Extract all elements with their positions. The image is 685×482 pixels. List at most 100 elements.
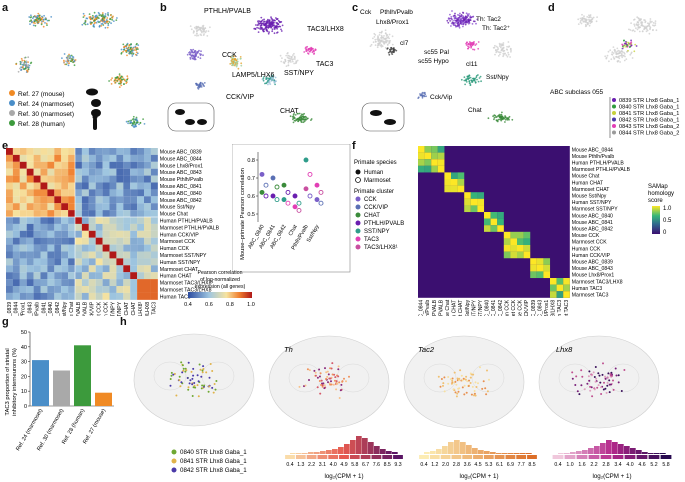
bar	[32, 360, 49, 406]
umap-bg-point	[616, 60, 619, 62]
heatmap-e-cell	[144, 265, 151, 273]
heatmap-f-cell	[517, 251, 524, 259]
heatmap-e-cell	[150, 168, 158, 176]
panel-c-umap: Cck Pthlh/Pvalb Lhx8/Prox1 Th: Tac2 Th: …	[360, 9, 514, 132]
legend-d-dot	[612, 124, 616, 128]
umap-point	[21, 66, 24, 69]
umap-point-chat	[487, 117, 490, 120]
heatmap-e-cell	[61, 175, 69, 183]
umap-bg-point	[615, 51, 618, 54]
hist-tick-label: 4.0	[626, 462, 633, 468]
legend-cluster-dot	[355, 220, 361, 226]
spatial-cell	[574, 384, 577, 386]
heatmap-f-cell	[457, 172, 465, 180]
umap-point	[138, 123, 140, 126]
heatmap-e-cell	[150, 258, 158, 266]
umap-point-pthlh	[451, 21, 454, 24]
spatial-cell	[330, 367, 333, 370]
heatmap-e-cell	[26, 175, 34, 183]
heatmap-e-cell	[47, 210, 55, 218]
spatial-cell	[185, 369, 188, 372]
heatmap-e-cell	[26, 189, 34, 197]
label-cck-vip: CCK/VIP	[226, 94, 254, 101]
umap-point	[30, 14, 32, 17]
hist-bar	[472, 448, 478, 454]
umap-point	[104, 15, 106, 17]
heatmap-e-cell	[102, 196, 110, 204]
umap-bg-point	[377, 37, 379, 40]
umap-bg-point	[588, 16, 591, 19]
heatmap-f-cell	[510, 245, 518, 252]
spatial-cell	[191, 395, 194, 397]
hist-tick-label: 4.6	[638, 462, 645, 468]
spatial-cell	[172, 373, 175, 376]
heatmap-e-cell	[81, 210, 89, 218]
heatmap-e-cell	[47, 230, 55, 238]
umap-bg-point	[284, 58, 286, 61]
heatmap-e-cell	[61, 292, 69, 300]
heatmap-e-cell	[33, 223, 41, 231]
scatter-point	[274, 197, 280, 203]
heatmap-e-row-label: Mouse ABC_0839	[160, 150, 202, 156]
colorbar-e-title-2: of log-normalized	[200, 277, 240, 283]
umap-point-sst	[273, 79, 276, 82]
heatmap-e-cell	[88, 230, 96, 238]
heatmap-e-cell	[109, 148, 117, 155]
hist-bar	[496, 453, 502, 454]
umap-bg-point	[652, 22, 655, 24]
spatial-cell	[583, 388, 586, 391]
umap-point	[117, 77, 119, 80]
umap-bg-point	[582, 17, 585, 20]
umap-point-pthlh	[273, 28, 276, 30]
umap-bg-point	[621, 56, 624, 59]
umap-bg-point	[381, 39, 383, 41]
umap-point-pthlh	[467, 14, 469, 17]
spatial-cell	[589, 389, 592, 392]
heatmap-e-cell	[12, 148, 20, 155]
heatmap-e-cell	[144, 182, 151, 190]
spatial-cell	[339, 389, 342, 392]
scatter-ylabel: Mouse–primate Pearson correlation	[240, 168, 246, 260]
umap-bg-point	[606, 54, 609, 57]
scatter-y-tick-label: 0.7	[247, 176, 255, 182]
hist-bar	[570, 452, 576, 454]
umap-bg-point	[649, 21, 652, 24]
umap-bg-point	[380, 37, 383, 39]
scatter-point	[270, 175, 276, 181]
umap-point-pthlh	[454, 21, 457, 24]
species-box-c	[361, 102, 405, 132]
spatial-cell	[319, 372, 322, 375]
umap-point-chat	[307, 117, 309, 120]
species-icons-b	[175, 109, 207, 125]
umap-bg-point	[289, 59, 292, 61]
spatial-cell	[463, 393, 466, 396]
umap-point-chat	[505, 117, 508, 120]
heatmap-f-col-label: Mouse ABC_0841	[491, 300, 497, 316]
umap-point	[27, 56, 30, 59]
umap-point	[81, 23, 84, 26]
heatmap-e-cell	[116, 292, 124, 300]
heatmap-e-cell	[19, 258, 27, 266]
bar-x-labels: Ref. 24 (marmoset)Ref. 30 (marmoset)Ref.…	[15, 408, 107, 452]
umap-bg-point	[611, 51, 614, 54]
umap-point-cckvip	[197, 88, 200, 90]
umap-point-pthlh	[457, 25, 459, 28]
umap-point-tac2	[474, 44, 477, 46]
umap-point-pthlh	[266, 25, 268, 27]
heatmap-f-cell	[464, 192, 471, 199]
umap-bg-point	[620, 52, 623, 55]
heatmap-f-cell	[530, 258, 537, 265]
gene-th: Th	[284, 345, 293, 354]
heatmap-e-cell	[150, 217, 158, 224]
heatmap-e-cell	[95, 175, 103, 183]
spatial-cell	[604, 387, 607, 390]
heatmap-e-cell	[61, 148, 69, 155]
umap-point-pthlh	[458, 14, 461, 17]
umap-point-cck	[194, 58, 197, 60]
heatmap-e-cell	[19, 237, 27, 245]
spatial-cell	[443, 390, 446, 393]
umap-bg-point	[386, 43, 389, 46]
heatmap-e-cell	[95, 272, 103, 280]
hist-bar	[290, 453, 296, 454]
heatmap-e-cell	[88, 244, 96, 252]
